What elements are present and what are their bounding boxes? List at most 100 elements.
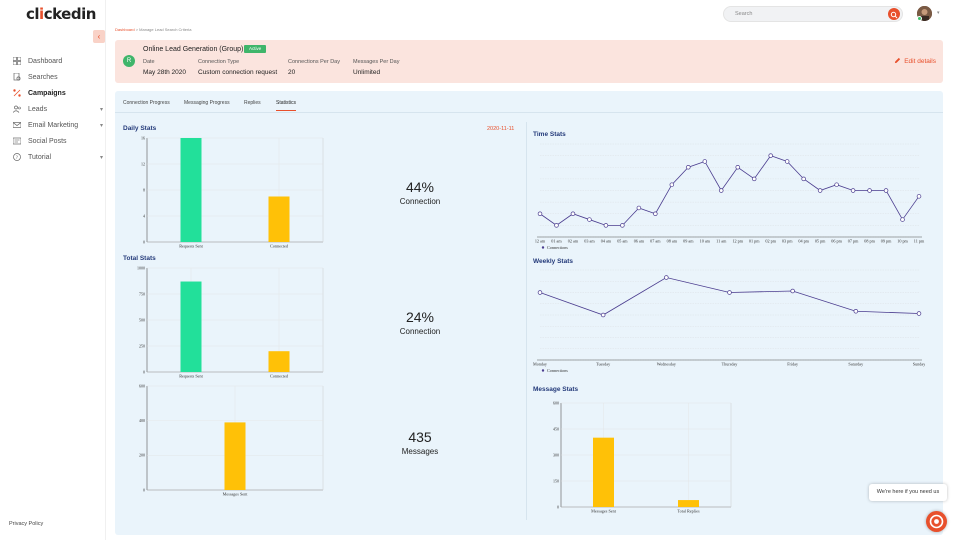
data-point [727, 290, 732, 295]
sidebar-item-searches[interactable]: Searches [0, 69, 106, 85]
data-point [620, 223, 625, 228]
bar-connected [268, 196, 290, 242]
privacy-policy-link[interactable]: Privacy Policy [9, 521, 44, 527]
sidebar-item-tutorial[interactable]: ? Tutorial ▾ [0, 149, 106, 165]
data-point [686, 165, 691, 170]
data-point [664, 275, 669, 280]
x-tick-label: Monday [533, 362, 548, 367]
total-stats-chart: 0 250 500 750 1000 Requests Sent Connected [137, 265, 324, 379]
social-icon [13, 137, 21, 145]
breadcrumb-current: Manage Lead Search Criteria [139, 27, 192, 32]
edit-details-button[interactable]: Edit details [894, 57, 936, 65]
help-icon: ? [13, 153, 21, 161]
legend-label: Connections [547, 368, 568, 373]
sidebar-item-social-posts[interactable]: Social Posts [0, 133, 106, 149]
y-tick-label: 150 [553, 478, 559, 483]
messages-label: Messages [401, 447, 439, 456]
tab-connection-progress[interactable]: Connection Progress [123, 100, 170, 106]
x-tick-label: Messages Sent [223, 492, 249, 497]
sidebar-item-dashboard[interactable]: Dashboard [0, 53, 106, 69]
tab-messaging-progress[interactable]: Messaging Progress [184, 100, 230, 106]
search-icon[interactable] [888, 8, 900, 20]
data-point [916, 194, 922, 199]
tab-replies[interactable]: Replies [244, 100, 261, 106]
x-tick-label: Requests Sent [179, 374, 203, 379]
data-point [790, 288, 795, 294]
sidebar-item-leads[interactable]: Leads ▾ [0, 101, 106, 117]
daily-stats-title: Daily Stats [123, 125, 157, 132]
x-tick-label: Wednesday [657, 362, 677, 367]
x-tick-label: 12 am [535, 239, 546, 244]
campaign-header-card: R Online Lead Generation (Group) Active … [115, 40, 943, 83]
sidebar-item-label: Campaigns [28, 89, 66, 97]
chevron-down-icon: ▾ [99, 122, 103, 129]
daily-stats-date: 2020-11-11 [487, 126, 515, 132]
message-stats-title: Message Stats [533, 386, 579, 393]
data-point [636, 205, 642, 211]
svg-text:?: ? [16, 156, 19, 161]
breadcrumb-home[interactable]: Dashboard [115, 27, 135, 32]
data-point [900, 217, 905, 222]
y-tick-label: 500 [139, 317, 145, 322]
weekly-stats-title: Weekly Stats [533, 258, 573, 265]
chevron-down-icon: ▾ [99, 106, 103, 113]
total-stats-title: Total Stats [123, 255, 156, 262]
y-tick-label: 0 [557, 504, 559, 509]
data-point [735, 165, 740, 170]
x-tick-label: Friday [787, 362, 799, 367]
x-tick-label: Connected [270, 244, 289, 249]
y-tick-label: 600 [553, 400, 559, 405]
x-tick-label: 01 am [551, 239, 562, 244]
x-tick-label: 02 pm [765, 239, 776, 244]
sidebar-item-label: Social Posts [28, 137, 67, 145]
bar-requests-sent [180, 138, 202, 242]
y-tick-label: 600 [139, 383, 145, 388]
x-tick-label: 11 am [716, 239, 727, 244]
leads-icon [13, 105, 21, 113]
y-tick-label: 0 [143, 487, 145, 492]
bar-messages-sent [593, 437, 614, 507]
sidebar-item-campaigns[interactable]: Campaigns [0, 85, 106, 101]
daily-stats-chart: 0 4 8 12 16 Requests Sent Connected [141, 135, 324, 249]
x-tick-label: Messages Sent [591, 509, 617, 514]
chevron-down-icon[interactable]: ▾ [937, 10, 940, 16]
field-connections-per-day: Connections Per Day 20 [288, 59, 340, 76]
brand-logo[interactable]: clickedin [26, 5, 96, 23]
y-tick-label: 400 [139, 418, 145, 423]
data-point [834, 182, 839, 187]
weekly-stats-chart: Monday Tuesday Wednesday Thursday Friday Satu… [533, 269, 925, 373]
y-tick-label: 0 [143, 369, 145, 374]
search-input[interactable]: Search [723, 6, 903, 22]
x-tick-label: 06 pm [831, 239, 842, 244]
chat-bubble[interactable]: We're here if you need us [869, 484, 947, 501]
x-tick-label: 05 pm [815, 239, 826, 244]
series-line-connections [539, 155, 920, 226]
breadcrumb-separator: > [135, 27, 139, 32]
messages-chart: 0 200 400 600 Messages Sent [139, 383, 324, 497]
topbar: Search ▾ [106, 0, 960, 28]
x-tick-label: 12 pm [732, 239, 743, 244]
daily-connection-percent: 44% [405, 179, 435, 195]
y-tick-label: 16 [141, 135, 145, 140]
data-point [916, 311, 922, 316]
x-tick-label: 04 am [601, 239, 612, 244]
campaign-title: Online Lead Generation (Group) [143, 46, 244, 53]
chat-launcher-icon[interactable] [926, 511, 947, 532]
collapse-sidebar-button[interactable]: ‹ [93, 30, 105, 43]
y-tick-label: 0 [143, 239, 145, 244]
x-tick-label: 11 pm [914, 239, 925, 244]
time-stats-title: Time Stats [533, 131, 566, 138]
tab-statistics[interactable]: Statistics [276, 100, 297, 111]
data-point [570, 211, 576, 216]
x-tick-label: Saturday [848, 362, 864, 367]
bar-total-replies [678, 500, 699, 507]
data-point [850, 188, 856, 193]
sidebar-item-label: Searches [28, 73, 58, 81]
search-doc-icon [13, 73, 21, 81]
x-tick-label: Connected [270, 374, 289, 379]
sidebar-item-email-marketing[interactable]: Email Marketing ▾ [0, 117, 106, 133]
y-tick-label: 12 [141, 161, 145, 166]
data-point [669, 182, 675, 187]
y-tick-label: 8 [143, 187, 145, 192]
data-point [653, 211, 658, 216]
